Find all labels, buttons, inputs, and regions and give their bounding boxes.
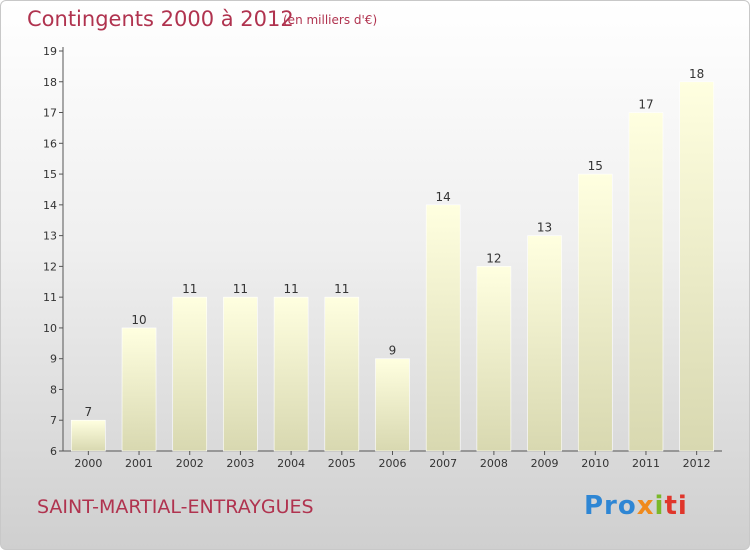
bar-value-label: 12 [486,251,501,265]
bar-value-label: 15 [588,159,603,173]
commune-name: SAINT-MARTIAL-ENTRAYGUES [37,496,314,518]
x-tick-label: 2009 [531,457,559,470]
bar-value-label: 17 [638,98,653,112]
logo-part-1: Pro [584,491,637,521]
bar-value-label: 11 [182,282,197,296]
bar [679,81,714,452]
bar [324,296,360,452]
x-tick-label: 2008 [480,457,508,470]
y-tick-label: 14 [43,199,57,212]
y-tick-label: 6 [50,445,57,458]
logo-part-2: x [636,491,655,521]
bar [273,296,309,452]
chart-title: Contingents 2000 à 2012 [27,7,294,31]
x-tick-label: 2006 [379,457,407,470]
bar [527,235,562,452]
x-tick-label: 2002 [176,457,204,470]
x-tick-label: 2010 [581,457,609,470]
x-tick-label: 2012 [683,457,711,470]
bar [223,296,258,452]
y-tick-label: 13 [43,230,57,243]
x-tick-label: 2007 [429,457,457,470]
x-tick-label: 2004 [277,457,305,470]
y-tick-label: 12 [43,260,57,273]
y-tick-label: 10 [43,322,57,335]
y-tick-label: 16 [43,137,57,150]
y-tick-label: 7 [50,414,57,427]
chart-subtitle: (en milliers d'€) [283,13,378,27]
bar-value-label: 11 [334,282,349,296]
bar-value-label: 9 [389,344,397,358]
x-tick-label: 2003 [226,457,254,470]
bar-value-label: 11 [283,282,298,296]
y-tick-label: 19 [43,45,57,58]
bar [476,266,512,452]
y-tick-label: 18 [43,76,57,89]
bar [375,358,410,452]
x-tick-label: 2001 [125,457,153,470]
bar [628,112,664,452]
x-tick-label: 2005 [328,457,356,470]
proxiti-logo[interactable]: Proxiti [584,491,688,521]
bar [425,204,461,452]
bar-value-label: 10 [131,313,146,327]
y-tick-label: 8 [50,383,57,396]
x-tick-label: 2011 [632,457,660,470]
bar-value-label: 18 [689,67,704,81]
y-tick-label: 17 [43,107,57,120]
y-tick-label: 15 [43,168,57,181]
x-tick-label: 2000 [74,457,102,470]
bar-value-label: 11 [233,282,248,296]
logo-part-3: i [654,491,665,521]
bar-value-label: 7 [85,405,93,419]
y-tick-label: 11 [43,291,57,304]
bar [121,327,157,452]
bar-value-label: 13 [537,221,552,235]
bar [71,419,106,452]
logo-part-4: ti [664,491,688,521]
bar-value-label: 14 [436,190,451,204]
y-tick-label: 9 [50,353,57,366]
bar [172,296,208,452]
bar [577,173,613,452]
